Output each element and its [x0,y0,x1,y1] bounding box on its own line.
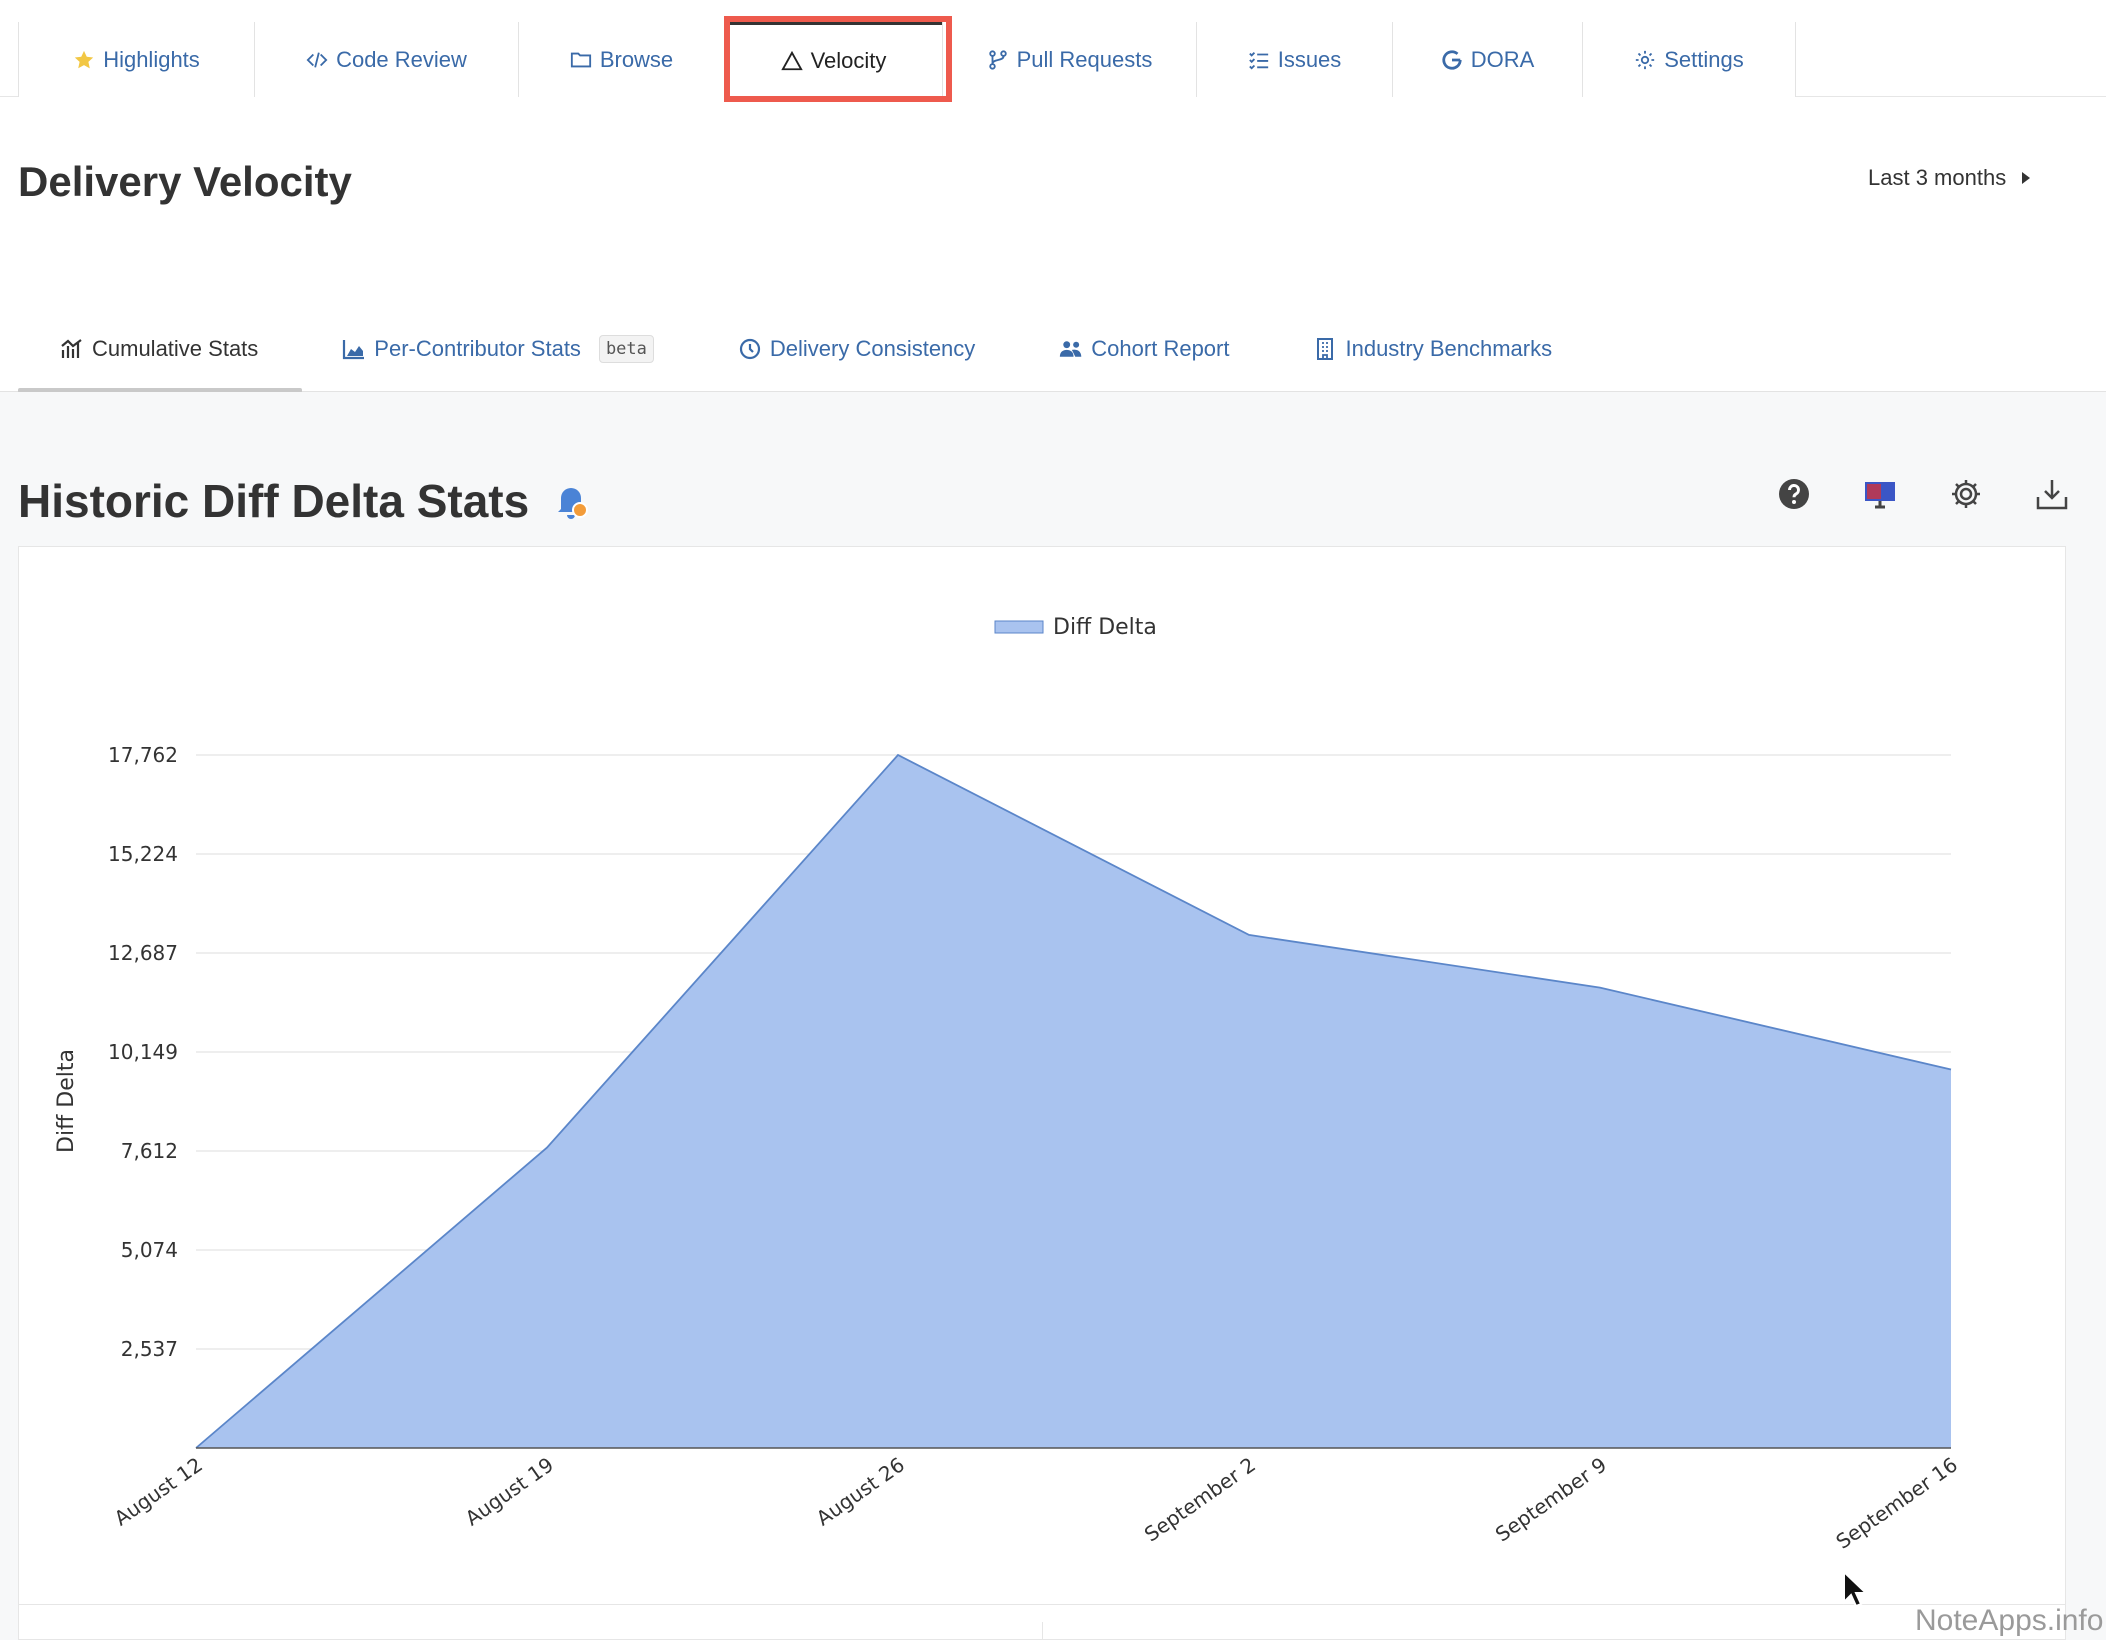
active-subtab-indicator [18,388,302,393]
star-icon [75,50,94,68]
help-button[interactable] [1776,476,1812,512]
tab-label: Settings [1664,46,1744,72]
section-title: Historic Diff Delta Stats [18,474,589,528]
tab-pull-requests[interactable]: Pull Requests [942,22,1196,97]
y-tick-label: 7,612 [121,1139,178,1163]
chart-icon [61,339,82,358]
branch-icon [988,49,1007,70]
tab-dora[interactable]: DORA [1392,22,1582,97]
y-tick-label: 17,762 [108,743,178,767]
triangle-icon [780,50,803,71]
subtab-delivery-consistency[interactable]: Delivery Consistency [738,328,975,370]
y-tick-label: 12,687 [108,941,178,965]
google-icon [1442,49,1462,70]
y-axis-title: Diff Delta [54,1049,79,1153]
tab-label: Pull Requests [1016,46,1153,72]
y-tick-label: 5,074 [121,1238,178,1262]
area-line [195,753,1952,1449]
question-circle-icon [1779,479,1809,509]
area-fill [196,755,1951,1448]
tab-label: Velocity [810,48,887,73]
bell-alert-icon[interactable] [553,481,589,521]
diff-delta-area-chart: 2,537 5,074 7,612 10,149 12,687 15,224 17,762 A… [54,615,1962,1554]
subtab-label: Cohort Report [1091,336,1230,361]
subtab-label: Industry Benchmarks [1345,336,1553,361]
clock-icon [739,338,760,360]
subtab-cohort-report[interactable]: Cohort Report [1059,328,1229,370]
date-range-label: Last 3 months [1868,165,2007,190]
legend-swatch [994,620,1044,634]
mouse-cursor-icon [1843,1570,1868,1608]
tab-label: DORA [1470,46,1535,72]
download-button[interactable] [2034,476,2070,512]
tab-browse[interactable]: Browse [518,22,724,97]
top-nav: Highlights Code Review Browse Velocity P… [18,22,1796,97]
subtab-per-contributor-stats[interactable]: Per-Contributor Stats beta [342,328,654,370]
sub-tabs: Cumulative Stats Per-Contributor Stats b… [18,328,1636,394]
x-tick-label: August 19 [461,1452,558,1530]
watermark: NoteApps.info [1915,1604,2104,1637]
area-chart-icon [343,340,365,360]
beta-badge: beta [598,335,654,363]
gear-icon [1636,50,1655,69]
y-tick-label: 15,224 [108,842,178,866]
tab-code-review[interactable]: Code Review [254,22,518,97]
subtab-label: Per-Contributor Stats [374,336,581,361]
folder-icon [570,52,591,67]
tab-label: Browse [599,46,674,72]
x-tick-label: September 2 [1140,1452,1260,1546]
subtab-cumulative-stats[interactable]: Cumulative Stats [18,328,300,370]
chart-toolbar [1776,476,2070,512]
subtab-industry-benchmarks[interactable]: Industry Benchmarks [1313,328,1552,370]
card-column-divider [1042,1622,1043,1640]
tab-settings[interactable]: Settings [1582,22,1796,97]
page-title: Delivery Velocity [18,158,352,205]
download-icon [2036,480,2068,510]
chart-card: 2,537 5,074 7,612 10,149 12,687 15,224 17,762 A… [18,546,2066,1640]
caret-right-icon [2022,172,2031,184]
list-check-icon [1248,51,1268,70]
code-icon [306,51,328,68]
card-footer-divider [18,1604,2066,1605]
x-tick-label: August 26 [812,1452,909,1530]
y-tick-label: 2,537 [121,1337,178,1361]
y-tick-label: 10,149 [108,1040,178,1064]
tab-label: Code Review [336,46,467,72]
users-icon [1060,341,1082,357]
legend-label: Diff Delta [1053,615,1157,640]
subtab-label: Delivery Consistency [769,336,976,361]
tab-velocity[interactable]: Velocity [724,22,942,97]
date-range-selector[interactable]: Last 3 months [1868,165,2032,191]
x-tick-label: August 12 [110,1452,207,1530]
tab-label: Highlights [103,46,200,72]
chart-settings-button[interactable] [1948,476,1984,512]
section-title-text: Historic Diff Delta Stats [18,475,530,527]
x-tick-label: September 16 [1831,1452,1961,1553]
subtab-label: Cumulative Stats [92,336,259,361]
tab-highlights[interactable]: Highlights [18,22,254,97]
gear-icon [1952,480,1980,508]
monitor-icon [1865,482,1895,509]
tab-issues[interactable]: Issues [1196,22,1392,97]
building-icon [1317,338,1334,360]
x-tick-label: September 9 [1491,1452,1611,1546]
tab-label: Issues [1277,46,1342,72]
present-mode-button[interactable] [1862,476,1898,512]
